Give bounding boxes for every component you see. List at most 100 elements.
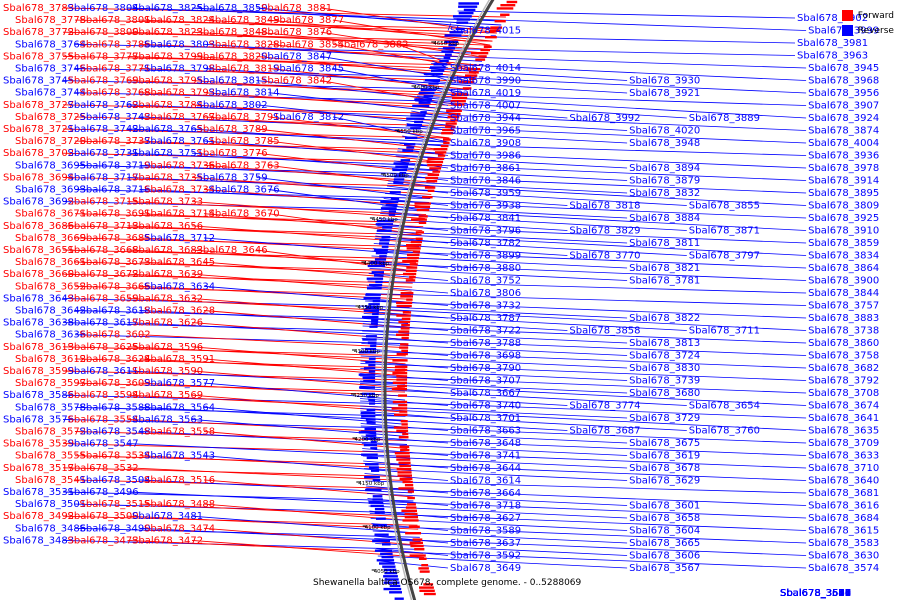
gene-label[interactable]: Sbal678_3864 <box>808 263 879 274</box>
gene-label[interactable]: Sbal678_3802 <box>197 100 268 111</box>
gene-label[interactable]: Sbal678_3823 <box>132 27 203 38</box>
gene-label[interactable]: Sbal678_3658 <box>629 513 700 524</box>
gene-label[interactable]: Sbal678_3791 <box>209 112 280 123</box>
gene-label[interactable]: Sbal678_3924 <box>808 113 879 124</box>
gene-label[interactable]: Sbal678_3637 <box>450 538 521 549</box>
gene-label[interactable]: Sbal678_3648 <box>450 438 521 449</box>
gene-label[interactable]: Sbal678_3731 <box>68 148 139 159</box>
gene-label[interactable]: Sbal678_3664 <box>450 488 521 499</box>
gene-label[interactable]: Sbal678_3812 <box>273 112 344 123</box>
gene-label[interactable]: Sbal678_3829 <box>569 226 640 237</box>
gene-label[interactable]: Sbal678_3614 <box>450 476 521 487</box>
gene-label[interactable]: Sbal678_3738 <box>808 326 879 337</box>
gene-label[interactable]: Sbal678_3624 <box>80 354 151 365</box>
gene-label[interactable]: Sbal678_3724 <box>629 351 700 362</box>
gene-label[interactable]: Sbal678_3740 <box>450 401 521 412</box>
gene-label[interactable]: Sbal678_3551 <box>780 588 851 599</box>
gene-label[interactable]: Sbal678_3670 <box>209 209 280 220</box>
gene-label[interactable]: Sbal678_3583 <box>808 538 879 549</box>
gene-label[interactable]: Sbal678_3819 <box>209 64 280 75</box>
gene-label[interactable]: Sbal678_3861 <box>450 163 521 174</box>
gene-label[interactable]: Sbal678_3895 <box>808 188 879 199</box>
gene-label[interactable]: Sbal678_3710 <box>808 463 879 474</box>
gene-label[interactable]: Sbal678_3846 <box>450 176 521 187</box>
gene-label[interactable]: Sbal678_3575 <box>780 588 851 599</box>
gene-label[interactable]: Sbal678_3709 <box>808 438 879 449</box>
gene-label[interactable]: Sbal678_3900 <box>808 276 879 287</box>
gene-label[interactable]: Sbal678_3609 <box>80 378 151 389</box>
gene-label[interactable]: Sbal678_3783 <box>3 3 74 14</box>
gene-label[interactable]: Sbal678_3576 <box>3 414 74 425</box>
gene-label[interactable]: Sbal678_3859 <box>808 238 879 249</box>
gene-label[interactable]: Sbal678_3675 <box>629 438 700 449</box>
gene-label[interactable]: Sbal678_3695 <box>15 160 86 171</box>
gene-label[interactable]: Sbal678_3545 <box>780 588 851 599</box>
gene-label[interactable]: Sbal678_3591 <box>144 354 215 365</box>
gene-label[interactable]: Sbal678_3746 <box>15 64 86 75</box>
gene-label[interactable]: Sbal678_3978 <box>808 163 879 174</box>
gene-label[interactable]: Sbal678_3787 <box>450 313 521 324</box>
gene-label[interactable]: Sbal678_3889 <box>689 113 760 124</box>
gene-label[interactable]: Sbal678_3539 <box>3 439 74 450</box>
gene-label[interactable]: Sbal678_3736 <box>144 160 215 171</box>
gene-label[interactable]: Sbal678_3825 <box>132 3 203 14</box>
gene-label[interactable]: Sbal678_3555 <box>15 451 86 462</box>
gene-label[interactable]: Sbal678_3877 <box>273 15 344 26</box>
gene-label[interactable]: Sbal678_3847 <box>261 51 332 62</box>
gene-label[interactable]: Sbal678_3589 <box>450 526 521 537</box>
gene-label[interactable]: Sbal678_3765 <box>132 124 203 135</box>
gene-label[interactable]: Sbal678_3914 <box>808 176 879 187</box>
gene-label[interactable]: Sbal678_3632 <box>132 293 203 304</box>
gene-label[interactable]: Sbal678_3764 <box>15 39 86 50</box>
gene-label[interactable]: Sbal678_3981 <box>797 38 868 49</box>
gene-label[interactable]: Sbal678_3563 <box>132 414 203 425</box>
gene-label[interactable]: Sbal678_3593 <box>780 588 851 599</box>
gene-label[interactable]: Sbal678_3793 <box>144 88 215 99</box>
gene-label[interactable]: Sbal678_3680 <box>629 388 700 399</box>
gene-label[interactable]: Sbal678_3712 <box>144 233 215 244</box>
gene-label[interactable]: Sbal678_3733 <box>132 197 203 208</box>
gene-label[interactable]: Sbal678_3672 <box>68 269 139 280</box>
gene-label[interactable]: Sbal678_3571 <box>780 588 851 599</box>
gene-label[interactable]: Sbal678_3691 <box>80 209 151 220</box>
gene-label[interactable]: Sbal678_3533 <box>780 588 851 599</box>
gene-label[interactable]: Sbal678_3639 <box>132 269 203 280</box>
gene-label[interactable]: Sbal678_3617 <box>68 318 139 329</box>
gene-label[interactable]: Sbal678_3763 <box>209 160 280 171</box>
gene-label[interactable]: Sbal678_3822 <box>629 313 700 324</box>
gene-label[interactable]: Sbal678_3701 <box>450 413 521 424</box>
gene-label[interactable]: Sbal678_3948 <box>629 138 700 149</box>
gene-label[interactable]: Sbal678_3577 <box>144 378 215 389</box>
gene-label[interactable]: Sbal678_3694 <box>3 172 74 183</box>
gene-label[interactable]: Sbal678_3737 <box>80 136 151 147</box>
gene-label[interactable]: Sbal678_3656 <box>132 221 203 232</box>
gene-label[interactable]: Sbal678_3815 <box>197 76 268 87</box>
gene-label[interactable]: Sbal678_3615 <box>808 526 879 537</box>
gene-label[interactable]: Sbal678_3702 <box>3 148 74 159</box>
gene-label[interactable]: Sbal678_3692 <box>3 197 74 208</box>
gene-label[interactable]: Sbal678_3768 <box>80 88 151 99</box>
gene-label[interactable]: Sbal678_3669 <box>15 233 86 244</box>
gene-label[interactable]: Sbal678_3674 <box>808 401 879 412</box>
gene-label[interactable]: Sbal678_3910 <box>808 226 879 237</box>
gene-label[interactable]: Sbal678_3963 <box>797 51 868 62</box>
gene-label[interactable]: Sbal678_3666 <box>80 281 151 292</box>
gene-label[interactable]: Sbal678_3676 <box>209 185 280 196</box>
gene-label[interactable]: Sbal678_3880 <box>450 263 521 274</box>
gene-label[interactable]: Sbal678_3496 <box>68 487 139 498</box>
gene-label[interactable]: Sbal678_3792 <box>808 376 879 387</box>
gene-label[interactable]: Sbal678_3921 <box>629 88 700 99</box>
gene-label[interactable]: Sbal678_3625 <box>68 342 139 353</box>
gene-label[interactable]: Sbal678_3562 <box>780 588 851 599</box>
gene-label[interactable]: Sbal678_3800 <box>68 27 139 38</box>
gene-label[interactable]: Sbal678_3481 <box>132 511 203 522</box>
gene-label[interactable]: Sbal678_3778 <box>15 15 86 26</box>
gene-label[interactable]: Sbal678_3630 <box>808 551 879 562</box>
gene-label[interactable]: Sbal678_3601 <box>629 501 700 512</box>
gene-label[interactable]: Sbal678_3486 <box>15 523 86 534</box>
gene-label[interactable]: Sbal678_3820 <box>197 51 268 62</box>
gene-label[interactable]: Sbal678_3855 <box>689 201 760 212</box>
gene-label[interactable]: Sbal678_3742 <box>68 124 139 135</box>
gene-label[interactable]: Sbal678_3517 <box>3 463 74 474</box>
